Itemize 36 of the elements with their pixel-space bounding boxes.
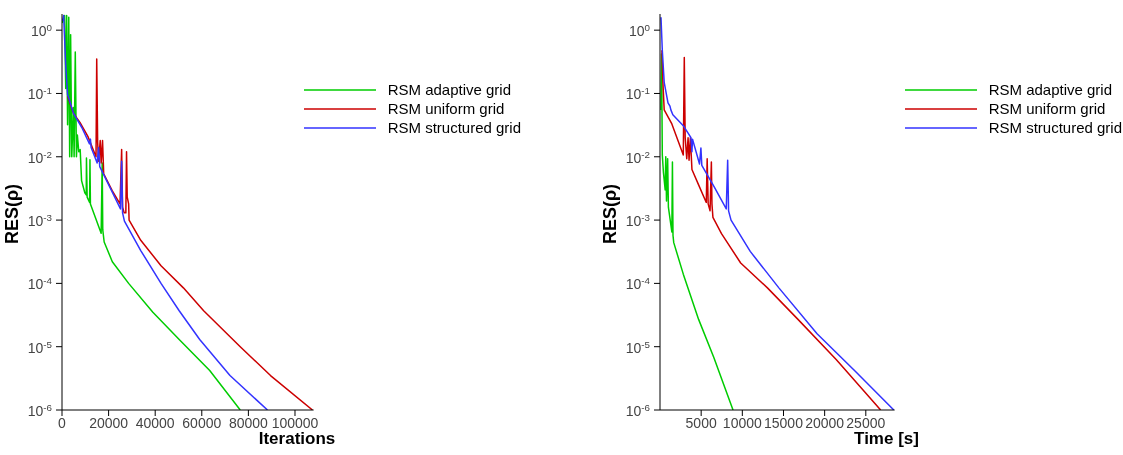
y-tick-label: 10$^{0}$: [628, 21, 651, 40]
y-tick-label: 10$^{-4}$: [625, 274, 651, 293]
legend-label: RSM adaptive grid: [988, 81, 1113, 98]
x-tick-label: 100000: [271, 414, 319, 431]
x-tick-label: 5000: [685, 414, 717, 431]
x-tick-label: 40000: [135, 414, 175, 431]
y-tick-label: 10$^{-2}$: [625, 148, 650, 166]
y-tick-label: 10$^{-3}$: [625, 211, 651, 230]
legend-label: RSM structured grid: [387, 119, 521, 136]
x-tick-label: 25000: [846, 414, 886, 431]
legend-label: RSM adaptive grid: [387, 81, 512, 98]
y-axis-title: RES(ρ): [600, 183, 620, 245]
x-tick-label: 15000: [764, 414, 804, 431]
y-axis-title: RES(ρ): [2, 183, 22, 245]
x-axis-title: Time [s]: [854, 429, 919, 448]
y-tick-label: 10$^{-6}$: [27, 401, 53, 419]
y-tick-label: 10$^{-5}$: [27, 338, 53, 356]
x-tick-label: 20000: [805, 414, 845, 431]
y-tick-label: 10$^{0}$: [30, 21, 53, 40]
y-tick-label: 10$^{-1}$: [625, 84, 650, 103]
x-axis-title: Iterations: [258, 429, 336, 448]
x-tick-label: 80000: [228, 414, 269, 431]
legend-label: RSM uniform grid: [387, 100, 505, 117]
y-tick-label: 10$^{-6}$: [625, 401, 651, 419]
legend-label: RSM structured grid: [988, 119, 1122, 136]
y-tick-label: 10$^{-5}$: [625, 338, 651, 356]
y-tick-label: 10$^{-3}$: [27, 211, 53, 230]
x-tick-label: 10000: [722, 414, 762, 431]
y-tick-label: 10$^{-4}$: [27, 274, 53, 293]
y-tick-label: 10$^{-2}$: [27, 148, 52, 166]
x-tick-label: 60000: [182, 414, 222, 431]
y-tick-label: 10$^{-1}$: [27, 84, 52, 103]
legend-label: RSM uniform grid: [988, 100, 1106, 117]
line-series: [66, 58, 314, 410]
x-tick-label: 0: [58, 414, 67, 431]
x-tick-label: 20000: [89, 414, 129, 431]
